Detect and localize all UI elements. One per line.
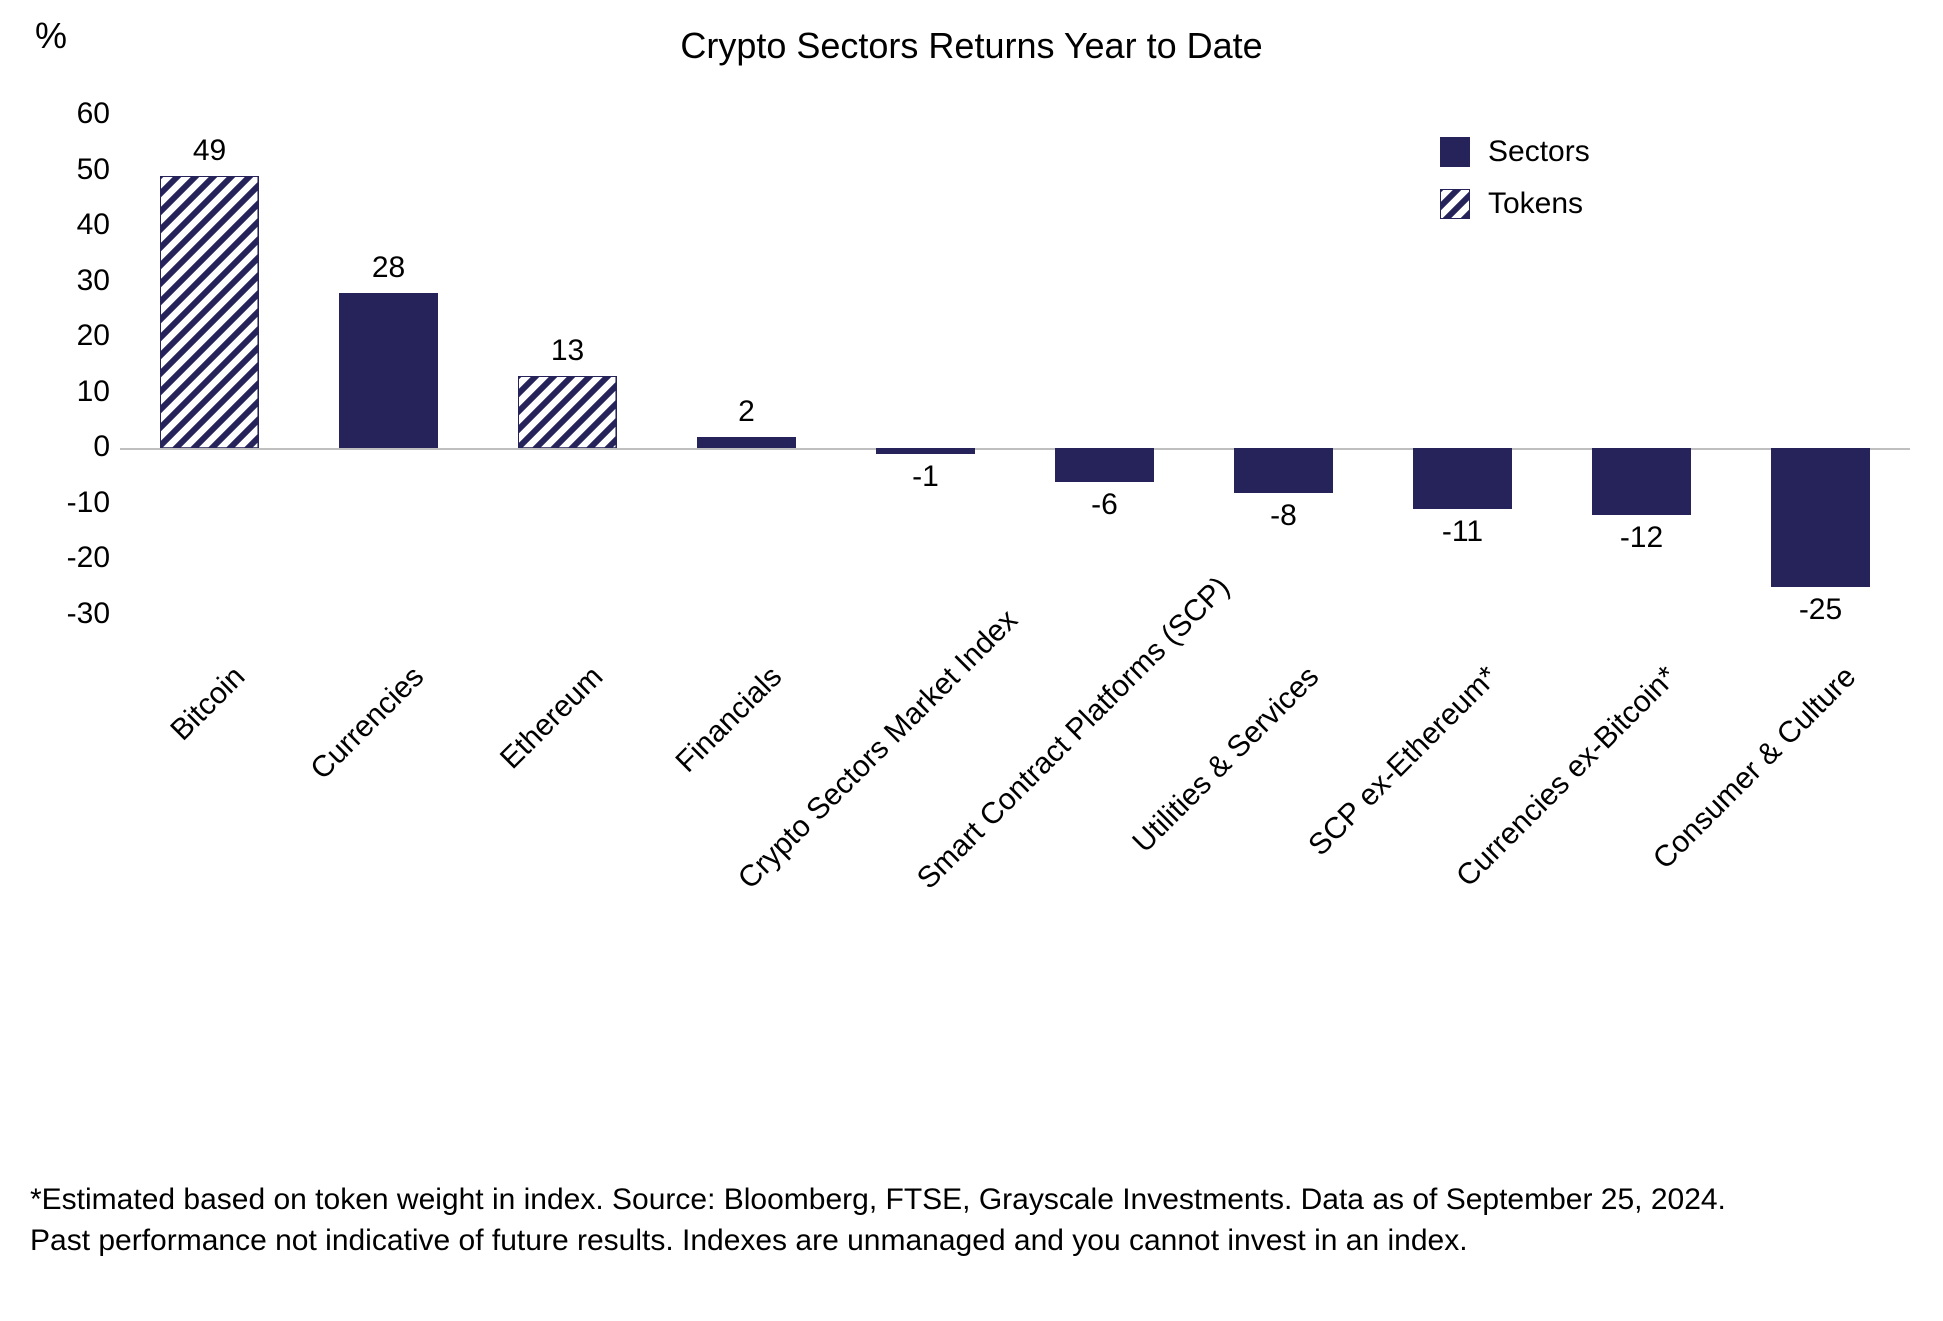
y-tick: 60: [20, 97, 110, 131]
chart-container: % Crypto Sectors Returns Year to Date 60…: [0, 0, 1943, 1321]
bar-value-label: 49: [193, 134, 226, 168]
bar: [1413, 448, 1511, 509]
bar: [876, 448, 974, 454]
chart-title: Crypto Sectors Returns Year to Date: [0, 25, 1943, 67]
footnote: *Estimated based on token weight in inde…: [30, 1180, 1730, 1261]
bar: [1771, 448, 1869, 587]
legend-swatch-hatched-icon: [1440, 189, 1470, 219]
legend-item: Tokens: [1440, 187, 1590, 221]
legend-item: Sectors: [1440, 135, 1590, 169]
legend-label: Sectors: [1488, 135, 1590, 169]
bar-value-label: -1: [912, 460, 939, 494]
y-tick: -30: [20, 597, 110, 631]
legend: Sectors Tokens: [1440, 135, 1590, 239]
bar-value-label: 13: [551, 334, 584, 368]
bar-value-label: -25: [1799, 593, 1842, 627]
y-tick: 50: [20, 153, 110, 187]
bar-value-label: 2: [738, 395, 755, 429]
bar: [1055, 448, 1153, 481]
bar: [160, 176, 258, 448]
bar-value-label: -6: [1091, 488, 1118, 522]
y-tick: 20: [20, 319, 110, 353]
y-tick: 40: [20, 208, 110, 242]
bar-value-label: -8: [1270, 499, 1297, 533]
bar: [518, 376, 616, 448]
bar-value-label: -11: [1442, 515, 1483, 549]
y-tick: 0: [20, 430, 110, 464]
bar: [339, 293, 437, 449]
legend-swatch-solid-icon: [1440, 137, 1470, 167]
bar: [1234, 448, 1332, 492]
bar-value-label: -12: [1620, 521, 1663, 555]
y-tick: 30: [20, 264, 110, 298]
y-tick: 10: [20, 375, 110, 409]
y-tick: -20: [20, 541, 110, 575]
bar: [697, 437, 795, 448]
legend-label: Tokens: [1488, 187, 1583, 221]
bar: [1592, 448, 1690, 515]
y-tick: -10: [20, 486, 110, 520]
bar-value-label: 28: [372, 251, 405, 285]
